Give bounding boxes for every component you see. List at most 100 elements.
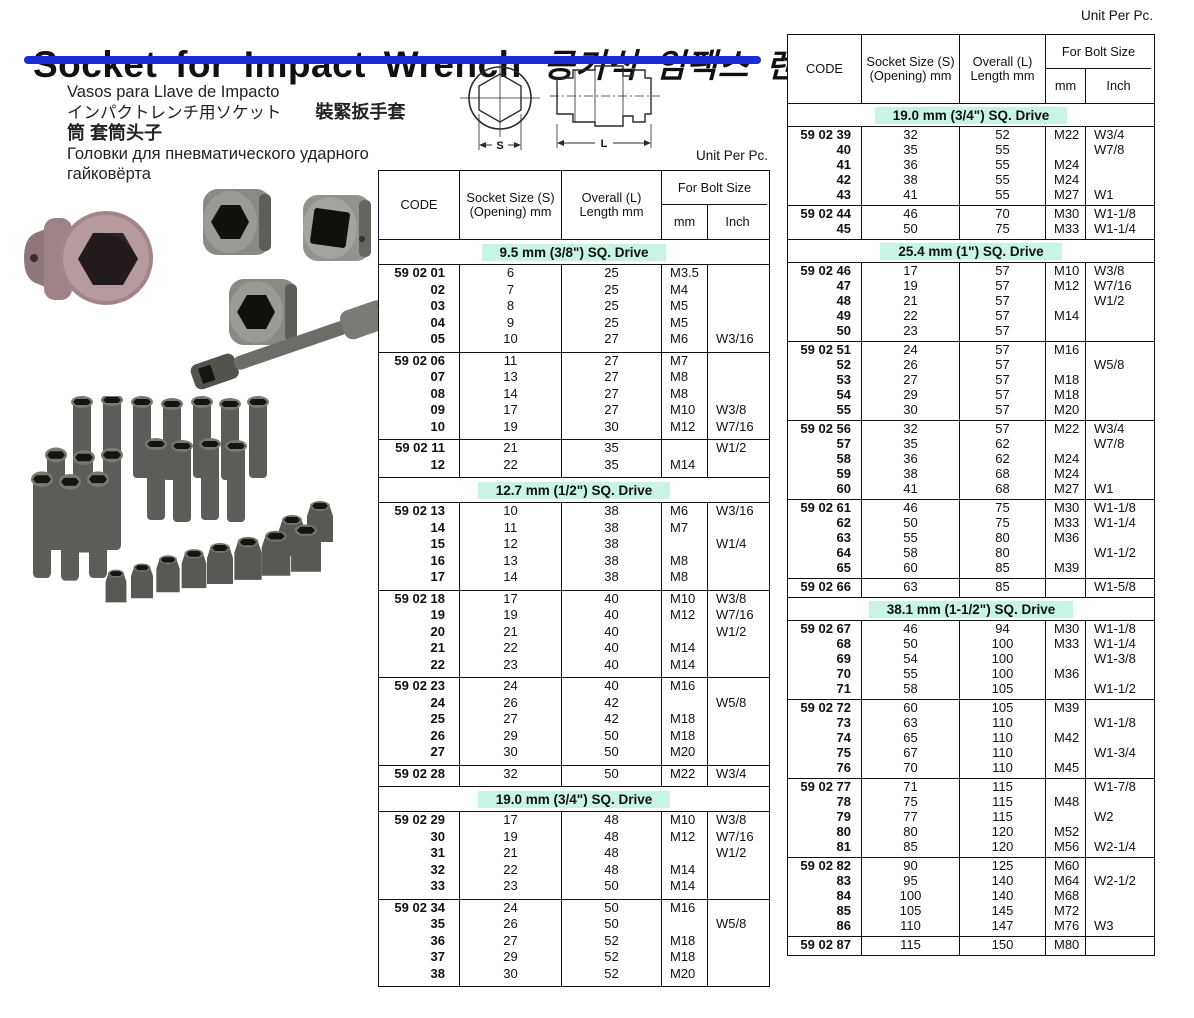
table-row: 59 02 13 10 38 M6 W3/16 [379, 503, 769, 520]
cell-code: 52 [836, 357, 851, 372]
cell-code: 37 [430, 949, 445, 964]
code-group: 59 02 39 32 52 M22 W3/4 40 [788, 126, 1154, 205]
cell-code: 68 [836, 636, 851, 651]
cell-socket-size: 58 [861, 681, 959, 699]
cell-socket-size: 85 [861, 839, 959, 857]
cell-bolt-mm: M14 [661, 878, 707, 899]
cell-socket-size: 10 [459, 331, 561, 352]
cell-overall-length: 52 [959, 127, 1045, 142]
cell-bolt-mm: M27 [1045, 187, 1085, 205]
cell-socket-size: 95 [861, 873, 959, 888]
cell-bolt-mm [1045, 715, 1085, 730]
cell-bolt-inch: W1-7/8 [1085, 779, 1151, 794]
table-row: 15 12 38 W1/4 [379, 536, 769, 553]
cell-socket-size: 14 [459, 569, 561, 590]
cell-code: 59 02 61 [800, 500, 851, 515]
spec-table-main: CODE Socket Size (S) (Opening) mm Overal… [378, 170, 770, 987]
cell-bolt-inch [707, 265, 767, 282]
table-row: 02 7 25 M4 [379, 281, 769, 298]
cell-socket-size: 17 [459, 402, 561, 419]
cell-overall-length: 145 [959, 903, 1045, 918]
cell-socket-size: 63 [861, 579, 959, 597]
cell-bolt-inch [707, 861, 767, 878]
cell-overall-length: 27 [561, 385, 661, 402]
cell-bolt-mm [1045, 779, 1085, 794]
cell-code: 71 [836, 681, 851, 696]
cell-socket-size: 90 [861, 858, 959, 873]
cell-bolt-inch [707, 569, 767, 590]
cell-bolt-inch: W1/2 [707, 845, 767, 862]
table-row: 57 35 62 W7/8 [788, 436, 1154, 451]
cell-code: 21 [430, 640, 445, 655]
cell-bolt-inch [1085, 308, 1151, 323]
cell-socket-size: 32 [861, 127, 959, 142]
table-row: 26 29 50 M18 [379, 727, 769, 744]
code-group: 59 02 29 17 48 M10 W3/8 30 [379, 811, 769, 899]
cell-socket-size: 35 [861, 436, 959, 451]
cell-bolt-inch [707, 369, 767, 386]
table-row: 59 02 29 17 48 M10 W3/8 [379, 812, 769, 829]
cell-code: 27 [430, 744, 445, 759]
cell-socket-size: 22 [459, 861, 561, 878]
code-group: 59 02 34 24 50 M16 35 [379, 898, 769, 986]
code-group: 59 02 23 24 40 M16 24 [379, 677, 769, 765]
cell-bolt-mm: M72 [1045, 903, 1085, 918]
cell-code: 35 [430, 916, 445, 931]
cell-socket-size: 27 [459, 932, 561, 949]
cell-bolt-mm: M52 [1045, 824, 1085, 839]
cell-overall-length: 100 [959, 651, 1045, 666]
drive-size-section: 25.4 mm (1") SQ. Drive 59 02 46 [788, 239, 1154, 597]
table-row: 40 35 55 W7/8 [788, 142, 1154, 157]
cell-bolt-mm [661, 440, 707, 457]
cell-bolt-inch: W3/4 [707, 765, 767, 786]
table-row: 54 29 57 M18 [788, 387, 1154, 402]
table-row: 59 02 44 46 70 M30 W1-1/8 [788, 206, 1154, 221]
cell-code: 17 [430, 569, 445, 584]
cell-bolt-mm: M16 [1045, 342, 1085, 357]
table-row: 24 26 42 W5/8 [379, 694, 769, 711]
cell-overall-length: 110 [959, 715, 1045, 730]
cell-code: 31 [430, 845, 445, 860]
drive-size-section: 9.5 mm (3/8") SQ. Drive 59 02 01 [379, 239, 769, 477]
cell-socket-size: 24 [459, 678, 561, 695]
cell-bolt-inch: W1-1/8 [1085, 500, 1151, 515]
code-group: 59 02 87 115 150 M80 [788, 936, 1154, 955]
cell-bolt-mm: M14 [661, 656, 707, 677]
cell-bolt-inch [1085, 824, 1151, 839]
cell-bolt-mm: M10 [661, 812, 707, 829]
cell-code: 02 [430, 281, 445, 297]
cell-bolt-inch [707, 281, 767, 298]
table-row: 84 100 140 M68 [788, 888, 1154, 903]
cell-code: 63 [836, 530, 851, 545]
cell-bolt-inch: W7/16 [707, 418, 767, 439]
cell-overall-length: 115 [959, 779, 1045, 794]
cell-socket-size: 67 [861, 745, 959, 760]
cell-bolt-inch [707, 314, 767, 331]
unit-per-pc-label-right: Unit Per Pc. [1080, 8, 1153, 23]
cell-code: 36 [430, 932, 445, 948]
cell-bolt-inch [707, 932, 767, 949]
table-row: 58 36 62 M24 [788, 451, 1154, 466]
cell-code: 59 02 67 [800, 621, 851, 636]
code-group: 59 02 18 17 40 M10 W3/8 19 [379, 589, 769, 677]
cell-bolt-mm: M30 [1045, 621, 1085, 636]
table-row: 38 30 52 M20 [379, 965, 769, 986]
table-row: 59 02 67 46 94 M30 W1-1/8 [788, 621, 1154, 636]
cell-code: 65 [836, 560, 851, 575]
cell-bolt-inch: W1-3/4 [1085, 745, 1151, 760]
cell-socket-size: 10 [459, 503, 561, 520]
cell-socket-size: 13 [459, 552, 561, 569]
cell-socket-size: 7 [459, 281, 561, 298]
cell-bolt-mm: M39 [1045, 700, 1085, 715]
cell-overall-length: 38 [561, 536, 661, 553]
cell-overall-length: 105 [959, 681, 1045, 699]
table-row: 71 58 105 W1-1/2 [788, 681, 1154, 699]
cell-bolt-mm: M24 [1045, 451, 1085, 466]
cell-overall-length: 57 [959, 357, 1045, 372]
cell-code: 04 [430, 314, 445, 330]
drive-size-label: 25.4 mm (1") SQ. Drive [880, 242, 1062, 260]
code-group: 59 02 66 63 85 W1-5/8 [788, 578, 1154, 597]
cell-code: 74 [836, 730, 851, 745]
section-band-row: 12.7 mm (1/2") SQ. Drive [379, 477, 769, 502]
cell-code: 59 02 87 [800, 937, 851, 952]
